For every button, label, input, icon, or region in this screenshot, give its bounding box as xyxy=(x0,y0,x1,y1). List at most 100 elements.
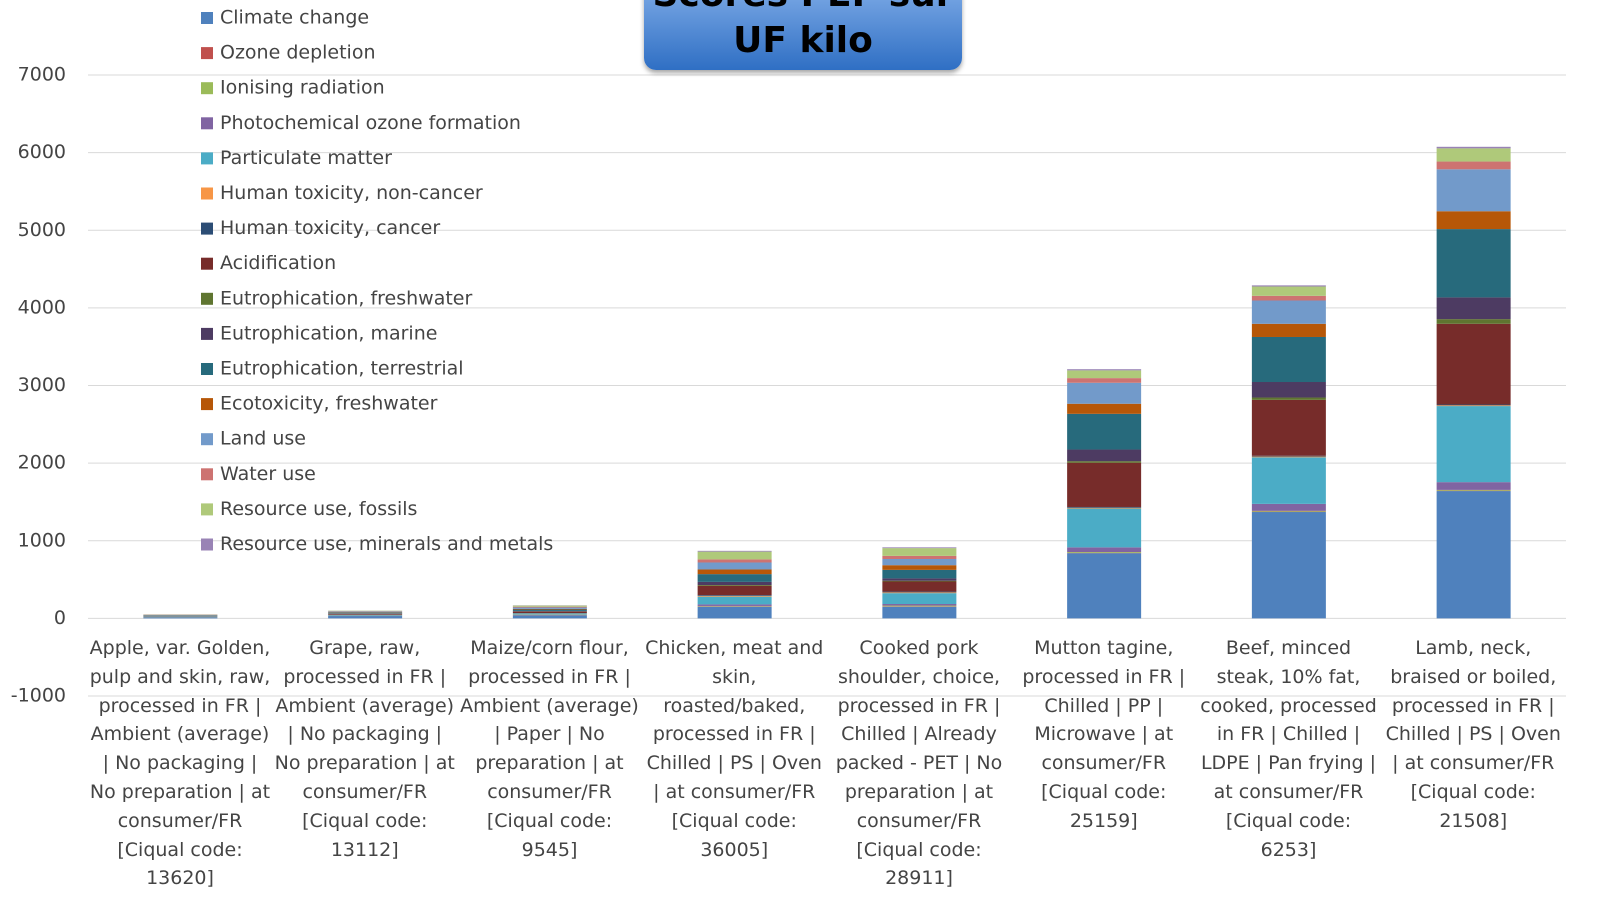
legend-label: Human toxicity, non-cancer xyxy=(220,182,483,204)
x-tick-label: Chicken, meat and skin, roasted/baked, p… xyxy=(645,637,824,861)
bar-segment xyxy=(882,558,957,566)
bar-segment xyxy=(697,559,772,563)
bar-segment xyxy=(882,569,957,579)
y-tick-label: 0 xyxy=(54,607,66,629)
legend-swatch xyxy=(201,117,213,130)
bar-segment xyxy=(697,585,772,596)
bar-segment xyxy=(697,584,772,586)
bar-segment xyxy=(1067,403,1142,414)
legend-swatch xyxy=(201,468,213,481)
bar-segment xyxy=(1067,369,1142,371)
x-tick-label: Maize/corn flour, processed in FR | Ambi… xyxy=(460,637,639,861)
bar-segment xyxy=(1436,406,1511,483)
bar-segment xyxy=(697,550,772,552)
bar-segment xyxy=(882,604,957,606)
bar-segment xyxy=(512,608,587,610)
legend-label: Photochemical ozone formation xyxy=(220,112,521,134)
legend-swatch xyxy=(201,257,213,270)
y-tick-label: 5000 xyxy=(18,219,66,241)
y-tick-label: 3000 xyxy=(18,374,66,396)
x-tick-label: Beef, minced steak, 10% fat, cooked, pro… xyxy=(1200,637,1377,861)
bar-segment xyxy=(1251,399,1326,456)
legend-label: Particulate matter xyxy=(220,147,392,169)
bar-segment xyxy=(328,613,403,615)
bar-segment xyxy=(1067,382,1142,404)
x-tick-label: Grape, raw, processed in FR | Ambient (a… xyxy=(274,637,455,861)
bar-segment xyxy=(697,581,772,585)
bar-segment xyxy=(1251,456,1326,458)
bar-segment xyxy=(1436,491,1511,619)
bar-segment xyxy=(1251,512,1326,619)
bar-segment xyxy=(1251,285,1326,287)
bar-segment xyxy=(1436,319,1511,324)
legend-label: Acidification xyxy=(220,252,336,274)
bar-segment xyxy=(1436,148,1511,162)
bar-segment xyxy=(512,615,587,619)
bar-segment xyxy=(882,593,957,605)
bar-segment xyxy=(1436,489,1511,491)
legend-label: Water use xyxy=(220,463,316,485)
bar-segment xyxy=(1067,553,1142,619)
y-tick-label: -1000 xyxy=(11,685,66,707)
bar-segment xyxy=(512,605,587,607)
legend-swatch xyxy=(201,503,213,516)
bar-segment xyxy=(1436,323,1511,405)
bar-segment xyxy=(1436,482,1511,490)
bar-segment xyxy=(882,605,957,607)
bar-segment xyxy=(1436,229,1511,298)
bar-segment xyxy=(1436,405,1511,407)
legend-swatch xyxy=(201,187,213,200)
chart-title: Scores PEF sur UF kilo xyxy=(644,0,962,70)
legend-swatch xyxy=(201,292,213,305)
bar-segment xyxy=(697,596,772,605)
x-tick-label: Cooked pork shoulder, choice, processed … xyxy=(835,637,1003,890)
bar-segment xyxy=(1436,211,1511,230)
y-tick-label: 7000 xyxy=(18,64,66,86)
bar-segment xyxy=(1251,323,1326,337)
legend-swatch xyxy=(201,82,213,95)
bar-segment xyxy=(1067,552,1142,553)
bar-segment xyxy=(1067,507,1142,509)
bar-segment xyxy=(1436,161,1511,170)
bar-segment xyxy=(1436,404,1511,406)
bar-segment xyxy=(882,547,957,549)
legend-swatch xyxy=(201,222,213,235)
bar-segment xyxy=(328,616,403,619)
bar-segment xyxy=(1251,455,1326,457)
legend-swatch xyxy=(201,152,213,165)
bar-segment xyxy=(1251,336,1326,383)
legend-label: Eutrophication, marine xyxy=(220,322,437,344)
bar-segment xyxy=(328,612,403,614)
bar-segment xyxy=(882,591,957,593)
bar-segment xyxy=(697,562,772,570)
bar-segment xyxy=(1251,397,1326,400)
legend-label: Resource use, minerals and metals xyxy=(220,533,553,555)
bar-segment xyxy=(1251,457,1326,504)
y-tick-label: 4000 xyxy=(18,296,66,318)
bar-segment xyxy=(1067,378,1142,383)
bar-segment xyxy=(328,611,403,613)
bar-segment xyxy=(882,555,957,559)
bar-segment xyxy=(697,574,772,582)
bar-segment xyxy=(1251,295,1326,301)
legend-swatch xyxy=(201,12,213,24)
bar-segment xyxy=(697,595,772,597)
x-tick-label: Lamb, neck, braised or boiled, processed… xyxy=(1385,637,1561,832)
bar-segment xyxy=(1251,382,1326,398)
bar-segment xyxy=(1436,169,1511,212)
bar-segment xyxy=(697,604,772,606)
bar-segment xyxy=(1067,547,1142,553)
bar-segment xyxy=(512,613,587,615)
bar-segment xyxy=(1067,508,1142,548)
bar-segment xyxy=(1251,300,1326,324)
bar-segment xyxy=(1251,503,1326,511)
legend-swatch xyxy=(201,327,213,340)
bar-segment xyxy=(1251,510,1326,512)
y-tick-label: 2000 xyxy=(18,452,66,474)
legend-label: Eutrophication, freshwater xyxy=(220,287,472,309)
bar-segment xyxy=(1436,297,1511,320)
x-tick-label: Mutton tagine, processed in FR | Chilled… xyxy=(1022,637,1186,832)
bar-segment xyxy=(1067,413,1142,450)
bar-segment xyxy=(328,614,403,616)
